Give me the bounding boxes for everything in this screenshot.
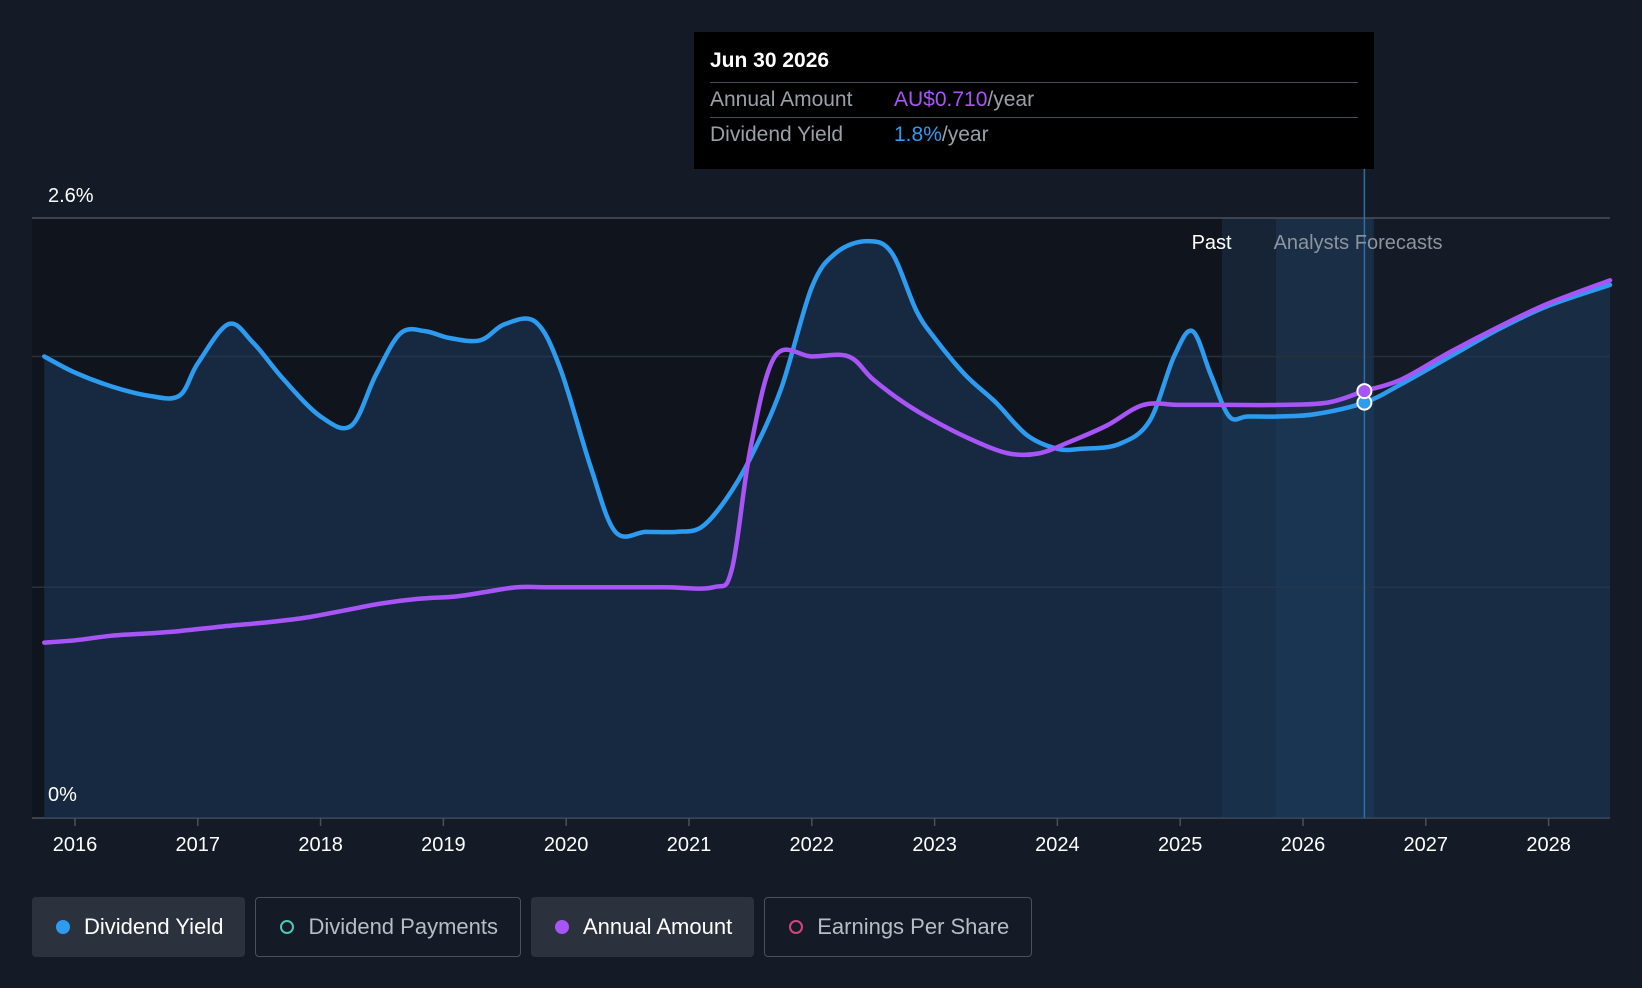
annual-amount-dot-icon (554, 920, 569, 934)
chart-tooltip: Jun 30 2026 Annual Amount AU$0.710 /year… (694, 32, 1374, 169)
tooltip-date: Jun 30 2026 (710, 46, 1358, 83)
tooltip-value: 1.8% (894, 123, 942, 146)
x-tick-label: 2022 (790, 834, 835, 856)
x-tick-label: 2024 (1035, 834, 1080, 856)
past-label: Past (1192, 232, 1232, 254)
tooltip-value: AU$0.710 (894, 88, 988, 111)
x-tick-label: 2023 (912, 834, 957, 856)
tooltip-label: Dividend Yield (710, 123, 844, 146)
x-tick-label: 2025 (1158, 834, 1203, 856)
x-tick-label: 2017 (176, 834, 221, 856)
annual-amount-marker (1356, 383, 1373, 400)
x-tick-label: 2027 (1404, 834, 1449, 856)
dividend-yield-area (44, 241, 1611, 819)
y-axis-bottom-label: 0% (48, 784, 77, 806)
tooltip-row-dividend-yield: Dividend Yield 1.8% /year (710, 118, 1358, 152)
chart-legend: Dividend Yield Dividend Payments Annual … (32, 897, 1033, 957)
legend-label: Earnings Per Share (817, 914, 1010, 939)
x-axis-ticks: 2016 2017 2018 2019 2020 2021 2022 2023 2024 2025… (53, 818, 1571, 856)
x-tick-label: 2016 (53, 834, 98, 856)
legend-dividend-yield-button[interactable]: Dividend Yield (32, 897, 246, 957)
tooltip-unit: /year (941, 123, 989, 146)
tooltip-row-annual-amount: Annual Amount AU$0.710 /year (710, 83, 1358, 118)
legend-label: Dividend Yield (84, 914, 224, 939)
x-tick-label: 2026 (1281, 834, 1326, 856)
analysts-forecasts-label: Analysts Forecasts (1274, 232, 1443, 254)
annual-amount-line (42, 278, 1613, 645)
legend-dividend-payments-button[interactable]: Dividend Payments (255, 897, 521, 957)
dividend-yield-dot-icon (56, 920, 70, 934)
earnings-per-share-ring-icon (789, 920, 804, 934)
x-tick-label: 2021 (667, 834, 712, 856)
legend-label: Dividend Payments (308, 914, 498, 939)
dividend-yield-line (42, 238, 1613, 539)
x-tick-label: 2019 (421, 834, 466, 856)
legend-annual-amount-button[interactable]: Annual Amount (530, 897, 755, 957)
y-axis-top-label: 2.6% (48, 185, 94, 207)
tooltip-unit: /year (987, 88, 1035, 111)
x-tick-label: 2028 (1526, 834, 1571, 856)
tooltip-label: Annual Amount (710, 88, 853, 111)
legend-label: Annual Amount (582, 914, 733, 939)
dividend-payments-ring-icon (280, 920, 295, 934)
legend-earnings-per-share-button[interactable]: Earnings Per Share (764, 897, 1033, 957)
x-tick-label: 2020 (544, 834, 589, 856)
x-tick-label: 2018 (298, 834, 343, 856)
